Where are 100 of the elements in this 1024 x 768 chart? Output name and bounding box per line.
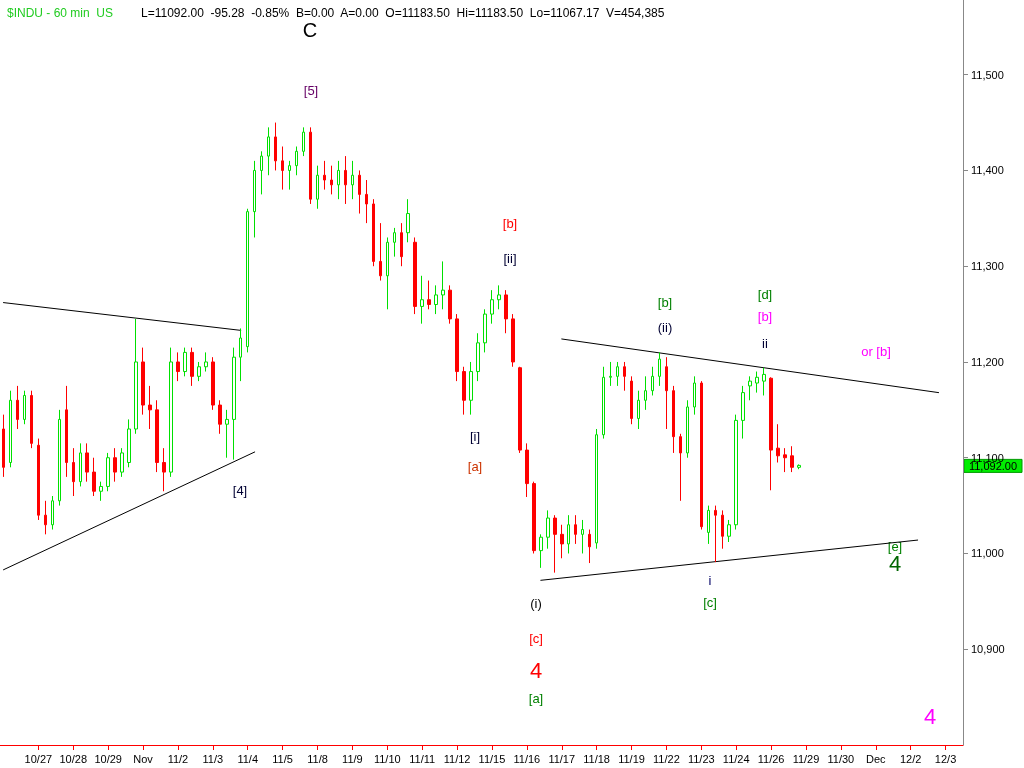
candlestick bbox=[141, 347, 145, 416]
annotation: [a] bbox=[467, 458, 483, 474]
candlestick bbox=[762, 367, 766, 396]
annotation: [b] bbox=[757, 308, 773, 324]
y-tick-label: 11,300 bbox=[971, 260, 1004, 273]
candlestick bbox=[602, 366, 605, 440]
candlestick bbox=[609, 361, 612, 387]
candlestick bbox=[85, 442, 89, 483]
candlestick bbox=[358, 169, 361, 215]
x-tick-label: 11/16 bbox=[513, 752, 541, 765]
x-tick-label: 10/29 bbox=[94, 752, 122, 765]
y-tick-label: 11,000 bbox=[971, 547, 1004, 560]
candlestick bbox=[783, 447, 787, 473]
candlestick bbox=[295, 146, 298, 176]
annotation: C bbox=[302, 19, 318, 41]
candlestick bbox=[734, 414, 738, 531]
annotation: [c] bbox=[703, 594, 717, 610]
candlestick bbox=[37, 438, 40, 521]
x-tick-label: 11/15 bbox=[478, 752, 506, 765]
candlestick bbox=[497, 284, 501, 310]
x-tick-label: 11/4 bbox=[237, 752, 259, 765]
candlestick bbox=[281, 146, 284, 191]
x-tick-label: 11/11 bbox=[409, 752, 436, 765]
x-tick-label: 11/17 bbox=[548, 752, 576, 765]
candlestick bbox=[455, 313, 459, 382]
candlestick bbox=[393, 227, 396, 258]
candlestick bbox=[309, 126, 312, 205]
annotation: or [b] bbox=[861, 343, 891, 359]
candlestick bbox=[644, 375, 647, 411]
candlestick bbox=[567, 514, 570, 554]
x-tick-label: 12/2 bbox=[899, 752, 922, 765]
x-tick-label: 11/5 bbox=[272, 752, 293, 765]
x-tick-label: Dec bbox=[865, 752, 887, 765]
candlestick bbox=[693, 375, 696, 416]
candlestick bbox=[518, 366, 522, 454]
candlestick bbox=[441, 260, 445, 310]
x-tick-label: 11/9 bbox=[342, 752, 363, 765]
candlestick bbox=[113, 447, 117, 483]
candlestick bbox=[260, 150, 263, 195]
candlestick bbox=[400, 222, 403, 267]
candlestick bbox=[595, 428, 598, 550]
text: $INDU - 60 min US bbox=[7, 6, 114, 20]
x-tick-label: 10/27 bbox=[24, 752, 53, 765]
annotation: ii bbox=[762, 335, 768, 351]
x-tick-label: 11/8 bbox=[307, 752, 328, 765]
x-tick-label: 11/10 bbox=[373, 752, 401, 765]
candlestick bbox=[225, 409, 229, 459]
annotation: (i) bbox=[530, 595, 542, 611]
candlestick bbox=[707, 505, 710, 545]
candlestick bbox=[658, 351, 661, 387]
candlestick bbox=[288, 160, 291, 191]
annotation: i bbox=[708, 572, 712, 588]
candlestick bbox=[379, 222, 382, 282]
candlestick bbox=[9, 390, 12, 468]
candlestick bbox=[427, 280, 431, 310]
candlestick bbox=[741, 385, 745, 440]
y-tick-label: 11,400 bbox=[971, 164, 1004, 177]
x-tick-label: 10/28 bbox=[59, 752, 88, 765]
candlestick bbox=[490, 289, 494, 325]
candlestick bbox=[448, 284, 452, 325]
candlestick bbox=[469, 361, 473, 416]
candlestick bbox=[246, 208, 249, 353]
candlestick bbox=[525, 442, 529, 498]
candlestick bbox=[721, 509, 724, 550]
candlestick bbox=[232, 347, 236, 461]
candlestick bbox=[316, 165, 319, 210]
candlestick bbox=[511, 313, 515, 368]
candlestick bbox=[755, 371, 759, 394]
candlestick bbox=[127, 418, 131, 468]
candlestick bbox=[79, 442, 82, 487]
candlestick bbox=[183, 347, 187, 377]
annotation: [5] bbox=[303, 82, 319, 98]
candlestick bbox=[539, 533, 543, 569]
candlestick bbox=[365, 179, 368, 224]
candlestick bbox=[679, 433, 682, 502]
x-tick-label: 11/22 bbox=[653, 752, 680, 765]
candlestick bbox=[267, 126, 270, 176]
candlestick bbox=[197, 361, 201, 382]
candlestick bbox=[372, 198, 375, 267]
candlestick bbox=[2, 414, 5, 478]
candlestick bbox=[748, 375, 752, 401]
candlestick bbox=[413, 236, 417, 315]
candlestick bbox=[302, 126, 305, 157]
candlestick bbox=[211, 356, 215, 411]
annotation: [d] bbox=[757, 286, 773, 302]
x-tick-label: 11/19 bbox=[618, 752, 645, 765]
candlestick bbox=[16, 385, 19, 430]
candlestick bbox=[588, 529, 591, 564]
candlestick bbox=[462, 366, 466, 416]
candlestick bbox=[574, 514, 577, 545]
candlestick bbox=[651, 366, 654, 396]
text: L=11092.00 -95.28 -0.85% B=0.00 A=0.00 O=11183.50 Hi=11183.50 Lo=11067.17 V=454,385 bbox=[141, 6, 665, 20]
candlestick bbox=[106, 452, 110, 492]
candlestick bbox=[672, 385, 675, 454]
candlestick bbox=[323, 160, 326, 191]
candlestick bbox=[58, 409, 61, 507]
candlestick bbox=[637, 390, 640, 430]
candlestick bbox=[714, 505, 717, 563]
x-tick-label: 11/18 bbox=[583, 752, 610, 765]
candlestick bbox=[560, 524, 564, 559]
